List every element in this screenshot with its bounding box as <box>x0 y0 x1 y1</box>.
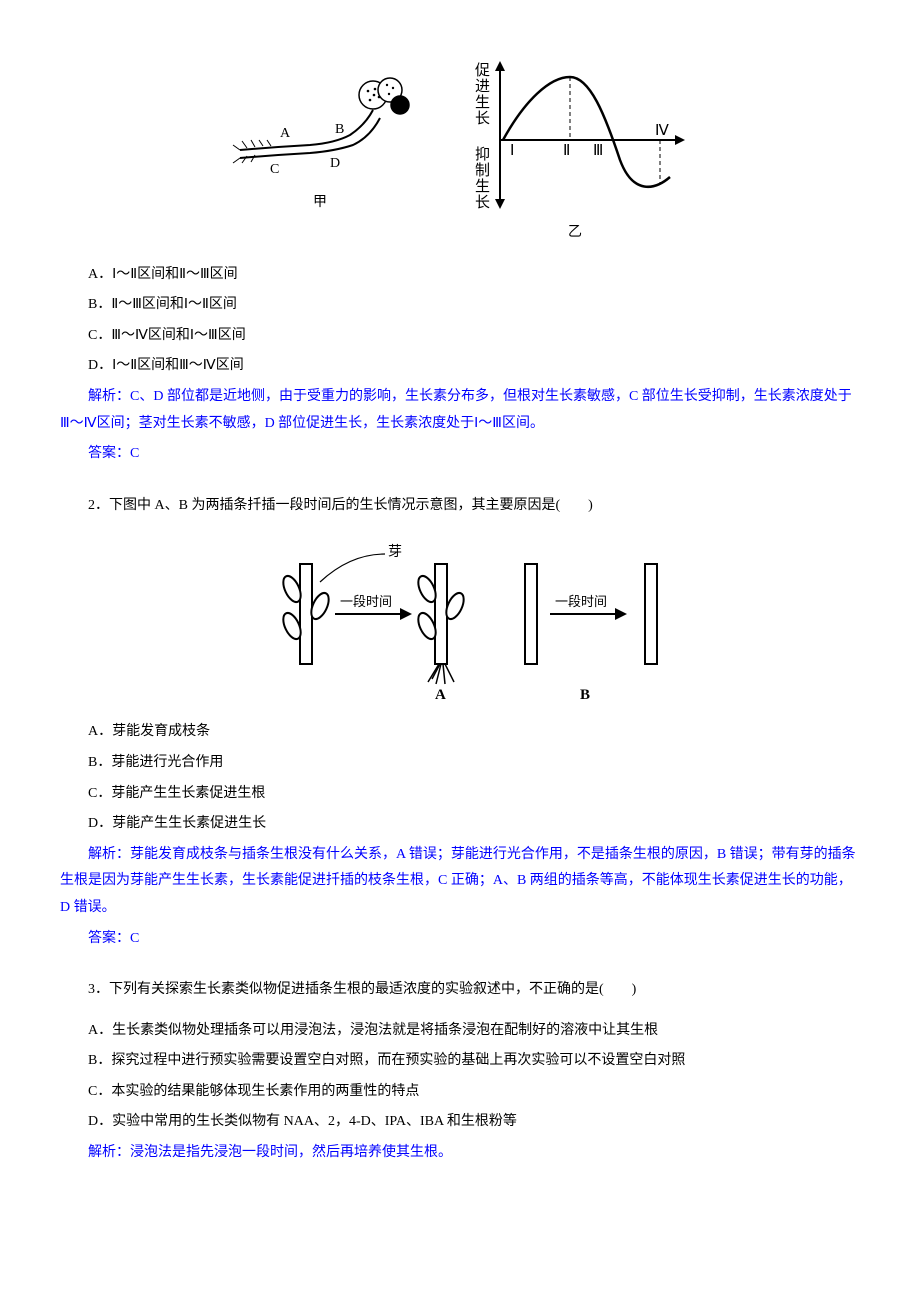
q1-option-C: C．Ⅲ～Ⅳ区间和Ⅰ～Ⅲ区间 <box>88 323 860 350</box>
q2-answer: 答案：C <box>60 926 860 953</box>
q3-option-A: A．生长素类似物处理插条可以用浸泡法，浸泡法就是将插条浸泡在配制好的溶液中让其生… <box>88 1018 860 1045</box>
svg-text:Ⅲ: Ⅲ <box>593 143 603 159</box>
q2-caption-B: B <box>580 687 590 703</box>
figure1-row: A B C D 甲 促 进 生 长 抑 制 生 长 <box>60 55 860 247</box>
figure1-left-svg: A B C D <box>225 55 415 185</box>
figure1-label-D: D <box>330 156 340 171</box>
svg-text:制: 制 <box>475 162 490 179</box>
q2-option-D: D．芽能产生生长素促进生长 <box>88 811 860 838</box>
svg-text:生: 生 <box>475 178 490 195</box>
q3-option-D: D．实验中常用的生长类似物有 NAA、2，4-D、IPA、IBA 和生根粉等 <box>88 1109 860 1136</box>
figure1-right-caption: 乙 <box>568 220 582 247</box>
figure1-right-svg: 促 进 生 长 抑 制 生 长 Ⅰ Ⅱ Ⅲ Ⅳ <box>455 55 695 215</box>
q1-option-B: B．Ⅱ～Ⅲ区间和Ⅰ～Ⅱ区间 <box>88 292 860 319</box>
q2-option-B: B．芽能进行光合作用 <box>88 750 860 777</box>
q2-explain: 解析：芽能发育成枝条与插条生根没有什么关系，A 错误；芽能进行光合作用，不是插条… <box>60 842 860 922</box>
q2-stem: 2．下图中 A、B 为两插条扦插一段时间后的生长情况示意图，其主要原因是( ) <box>60 493 860 520</box>
svg-text:生: 生 <box>475 94 490 111</box>
svg-text:Ⅰ: Ⅰ <box>510 143 514 159</box>
svg-text:长: 长 <box>475 110 490 127</box>
q1-options: A．Ⅰ～Ⅱ区间和Ⅱ～Ⅲ区间 B．Ⅱ～Ⅲ区间和Ⅰ～Ⅱ区间 C．Ⅲ～Ⅳ区间和Ⅰ～Ⅲ区… <box>88 262 860 380</box>
figure1-label-B: B <box>335 122 344 137</box>
q1-explain: 解析：C、D 部位都是近地侧，由于受重力的影响，生长素分布多，但根对生长素敏感，… <box>60 384 860 437</box>
q2-figure-svg: 一段时间 芽 A 一段时间 B <box>240 534 680 704</box>
q2-arrow2-label: 一段时间 <box>555 594 607 609</box>
q2-option-C: C．芽能产生生长素促进生根 <box>88 781 860 808</box>
q2-options: A．芽能发育成枝条 B．芽能进行光合作用 C．芽能产生生长素促进生根 D．芽能产… <box>88 719 860 837</box>
figure1-label-C: C <box>270 162 279 177</box>
svg-text:促: 促 <box>475 62 490 79</box>
q3-option-B: B．探究过程中进行预实验需要设置空白对照，而在预实验的基础上再次实验可以不设置空… <box>88 1048 860 1075</box>
q2-figure-row: 一段时间 芽 A 一段时间 B <box>60 534 860 704</box>
q1-option-D: D．Ⅰ～Ⅱ区间和Ⅲ～Ⅳ区间 <box>88 353 860 380</box>
svg-text:进: 进 <box>475 78 490 95</box>
figure1-left-caption: 甲 <box>313 190 327 217</box>
svg-text:长: 长 <box>475 194 490 211</box>
q1-option-A: A．Ⅰ～Ⅱ区间和Ⅱ～Ⅲ区间 <box>88 262 860 289</box>
q3-explain: 解析：浸泡法是指先浸泡一段时间，然后再培养使其生根。 <box>60 1140 860 1167</box>
svg-text:Ⅱ: Ⅱ <box>563 143 570 159</box>
q3-stem: 3．下列有关探索生长素类似物促进插条生根的最适浓度的实验叙述中，不正确的是( ) <box>60 977 860 1004</box>
q2-arrow1-label: 一段时间 <box>340 594 392 609</box>
svg-text:Ⅳ: Ⅳ <box>655 123 669 139</box>
q3-options: A．生长素类似物处理插条可以用浸泡法，浸泡法就是将插条浸泡在配制好的溶液中让其生… <box>88 1018 860 1136</box>
q1-answer: 答案：C <box>60 441 860 468</box>
figure1-label-A: A <box>280 126 291 141</box>
figure1-left: A B C D 甲 <box>225 55 415 247</box>
svg-text:抑: 抑 <box>475 146 490 163</box>
q2-option-A: A．芽能发育成枝条 <box>88 719 860 746</box>
q2-bud-label: 芽 <box>388 544 402 560</box>
q2-caption-A: A <box>435 687 446 703</box>
q3-option-C: C．本实验的结果能够体现生长素作用的两重性的特点 <box>88 1079 860 1106</box>
figure1-right: 促 进 生 长 抑 制 生 长 Ⅰ Ⅱ Ⅲ Ⅳ 乙 <box>455 55 695 247</box>
